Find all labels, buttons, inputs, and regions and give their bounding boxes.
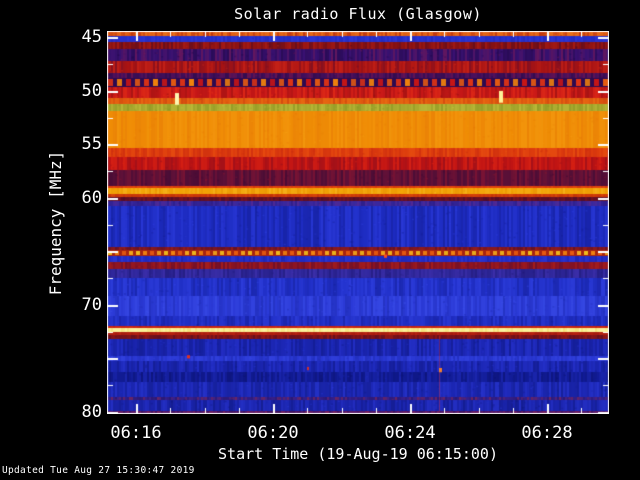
spectrogram-canvas [107, 31, 609, 414]
x-tick-label-06:24: 06:24 [384, 423, 436, 443]
plot-title: Solar radio Flux (Glasgow) [234, 5, 482, 23]
y-axis-title: Frequency [MHz] [46, 150, 65, 296]
x-tick-label-06:16: 06:16 [110, 423, 162, 443]
update-timestamp: Updated Tue Aug 27 15:30:47 2019 [2, 465, 195, 476]
y-tick-label-80: 80 [81, 401, 102, 422]
y-tick-label-45: 45 [81, 27, 102, 48]
x-tick-label-06:28: 06:28 [521, 423, 573, 443]
x-axis-title: Start Time (19-Aug-19 06:15:00) [218, 445, 498, 463]
x-tick-label-06:20: 06:20 [247, 423, 299, 443]
